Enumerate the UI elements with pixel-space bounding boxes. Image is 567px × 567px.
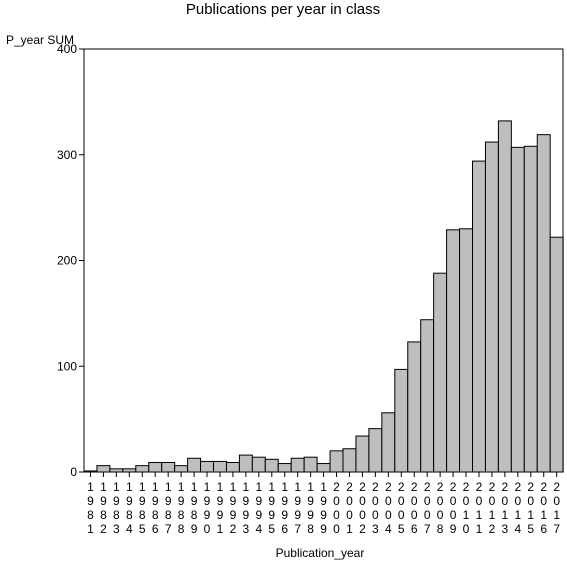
bar-1995 — [264, 458, 279, 473]
bar-2015 — [523, 145, 538, 473]
y-tick-label: 300 — [57, 148, 77, 162]
bar-2010 — [459, 228, 473, 473]
bar-1987 — [161, 461, 176, 473]
bar-2017 — [549, 236, 564, 473]
y-tick-label: 100 — [57, 359, 77, 373]
bar-1999 — [316, 463, 331, 473]
x-axis-label: Publication_year — [276, 546, 365, 560]
y-axis-label: P_year SUM — [6, 33, 74, 47]
bar-1989 — [187, 457, 202, 473]
bar-1982 — [96, 465, 111, 473]
bar-1993 — [238, 454, 253, 473]
bar-1991 — [213, 460, 227, 473]
bar-2011 — [472, 160, 486, 473]
bar-1994 — [251, 456, 266, 473]
y-tick-label: 200 — [57, 254, 77, 268]
bar-1990 — [200, 460, 215, 473]
bar-2009 — [446, 229, 461, 473]
bar-2003 — [368, 428, 383, 473]
bar-2007 — [420, 319, 435, 473]
bar-2012 — [484, 141, 499, 473]
bar-2005 — [394, 368, 409, 473]
bar-2016 — [536, 134, 551, 473]
bar-2000 — [329, 450, 344, 473]
y-axis-ticks: 0 100 200 300 400 — [57, 42, 84, 479]
bar-1986 — [148, 461, 163, 473]
x-axis-ticks: 1 9 8 1 1 9 8 2 1 9 8 3 1 9 8 4 1 9 8 5 1 9 8 6 1 9 8 7 1 9 8 8 1 9 8 9 1 9 9 0… — [87, 472, 560, 536]
bar-2014 — [510, 146, 525, 473]
bar-2008 — [433, 272, 448, 473]
bar-1998 — [303, 456, 318, 473]
bar-1997 — [290, 457, 305, 473]
bar-1996 — [277, 463, 292, 473]
bar-1992 — [225, 461, 240, 473]
bar-2013 — [497, 120, 512, 473]
chart-title: Publications per year in class — [186, 1, 380, 18]
bars-group — [83, 120, 564, 473]
bar-1988 — [174, 465, 189, 473]
bar-1985 — [135, 465, 150, 473]
bar-2001 — [342, 448, 357, 473]
y-tick-label: 400 — [57, 42, 77, 56]
bar-2004 — [381, 412, 396, 473]
y-tick-label: 0 — [70, 465, 77, 479]
bar-2002 — [355, 435, 370, 473]
bar-2006 — [407, 341, 422, 473]
